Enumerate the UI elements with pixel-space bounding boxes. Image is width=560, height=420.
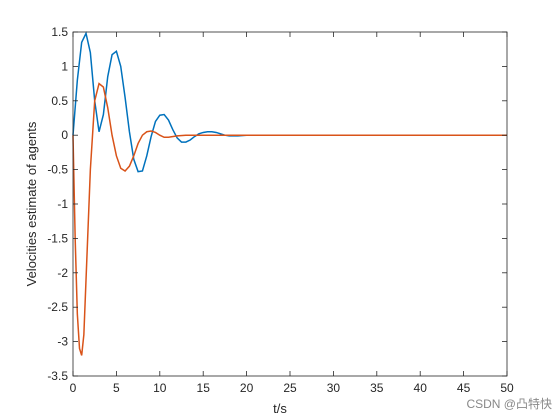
- y-tick-label: -1: [57, 197, 68, 211]
- x-tick-label: 15: [197, 381, 211, 395]
- y-axis-label: Velocities estimate of agents: [24, 121, 39, 286]
- watermark: CSDN @凸特快: [466, 396, 552, 411]
- x-tick-label: 20: [240, 381, 254, 395]
- y-tick-label: -3.5: [47, 369, 68, 383]
- y-tick-label: -2: [57, 266, 68, 280]
- x-tick-label: 35: [370, 381, 384, 395]
- x-tick-label: 30: [327, 381, 341, 395]
- y-tick-label: -1.5: [47, 231, 68, 245]
- x-tick-label: 25: [283, 381, 297, 395]
- y-tick-label: 0: [61, 128, 68, 142]
- x-axis-label: t/s: [273, 401, 287, 416]
- y-tick-label: 1: [61, 59, 68, 73]
- x-tick-label: 45: [457, 381, 471, 395]
- y-tick-label: 0.5: [51, 94, 68, 108]
- series-line: [72, 82, 507, 356]
- y-tick-label: -2.5: [47, 300, 68, 314]
- x-tick-label: 5: [113, 381, 120, 395]
- x-tick-label: 40: [414, 381, 428, 395]
- x-tick-label: 50: [500, 381, 514, 395]
- x-tick-label: 0: [70, 381, 77, 395]
- y-tick-label: 1.5: [51, 25, 68, 39]
- y-tick-label: -0.5: [47, 163, 68, 177]
- x-tick-label: 10: [153, 381, 167, 395]
- y-tick-label: -3: [57, 335, 68, 349]
